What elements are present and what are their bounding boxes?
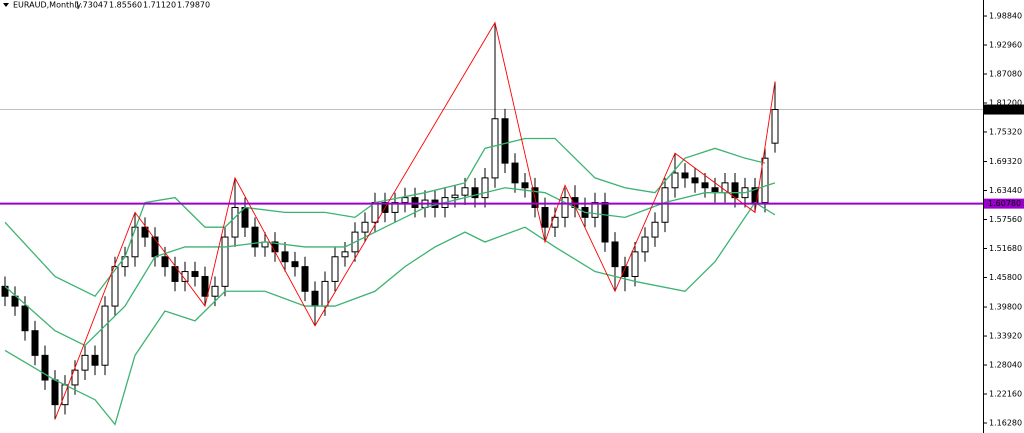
- bollinger-band: [4, 137, 766, 298]
- candle-body: [501, 118, 509, 164]
- bid-label: 1.79870: [988, 105, 1021, 114]
- candle-body: [111, 266, 119, 307]
- candle-body: [691, 177, 699, 184]
- y-tick-label: 1.45800: [989, 273, 1022, 282]
- candle-body: [141, 226, 149, 238]
- candle-body: [461, 187, 469, 196]
- candle-body: [481, 177, 489, 199]
- candle-body: [161, 256, 169, 268]
- candle-body: [121, 256, 129, 268]
- candle-body: [31, 330, 39, 356]
- y-tick-label: 1.87080: [989, 69, 1022, 78]
- candle-body: [301, 266, 309, 292]
- candle-body: [181, 271, 189, 282]
- candle-body: [621, 266, 629, 277]
- y-tick-label: 1.33920: [989, 332, 1022, 341]
- candle-body: [91, 354, 99, 366]
- candle-body: [641, 236, 649, 253]
- candle-body: [321, 280, 329, 307]
- candle-body: [391, 202, 399, 213]
- candle-body: [611, 241, 619, 268]
- quote-open: 1.73047: [75, 1, 108, 10]
- candle-body: [401, 197, 409, 204]
- y-tick-label: 1.16280: [989, 418, 1022, 427]
- y-tick-label: 1.39800: [989, 303, 1022, 312]
- candle-body: [561, 197, 569, 218]
- candle-body: [51, 379, 59, 406]
- candle-body: [11, 295, 19, 307]
- candle-body: [151, 236, 159, 258]
- y-tick-label: 1.63440: [989, 186, 1022, 195]
- candle-body: [311, 290, 319, 307]
- candle-body: [541, 206, 549, 228]
- header-arrow: [3, 3, 9, 7]
- y-tick-label: 1.75320: [989, 127, 1022, 136]
- candle-body: [411, 197, 419, 208]
- candle-body: [511, 162, 519, 184]
- bid-tag: [984, 104, 1024, 115]
- level-tag: [984, 198, 1024, 209]
- candle-body: [731, 182, 739, 199]
- candle-body: [671, 172, 679, 189]
- y-tick-label: 1.22160: [989, 390, 1022, 399]
- candle-body: [761, 157, 769, 204]
- candle-body: [81, 354, 89, 371]
- candle-body: [221, 236, 229, 287]
- candle-body: [701, 182, 709, 189]
- y-tick-label: 1.57560: [989, 215, 1022, 224]
- candle-body: [231, 206, 239, 238]
- candle-body: [191, 271, 199, 277]
- candle-body: [471, 187, 479, 199]
- y-tick-label: 1.81200: [989, 98, 1022, 107]
- y-tick-label: 1.92960: [989, 41, 1022, 50]
- candle-body: [711, 187, 719, 194]
- quote-high: 1.85560: [109, 1, 142, 10]
- quote-low: 1.71120: [143, 1, 176, 10]
- candle-body: [661, 187, 669, 223]
- candle-body: [251, 226, 259, 248]
- candle-body: [631, 251, 639, 277]
- quote-close: 1.79870: [177, 1, 210, 10]
- candle-body: [281, 251, 289, 263]
- candle-body: [41, 354, 49, 381]
- candle-body: [291, 261, 299, 268]
- candle-body: [211, 285, 219, 297]
- candle-body: [451, 194, 459, 199]
- candle-body: [331, 256, 339, 282]
- zigzag-line: [54, 21, 776, 420]
- candle-body: [21, 305, 29, 332]
- y-tick-label: 1.69320: [989, 157, 1022, 166]
- candle-body: [201, 275, 209, 297]
- candle-body: [721, 182, 729, 194]
- y-tick-label: 1.98840: [989, 12, 1022, 21]
- chart-title: EURAUD,Monthly: [13, 1, 81, 10]
- candle-body: [491, 118, 499, 179]
- candle-body: [131, 226, 139, 258]
- bollinger-band: [4, 201, 776, 426]
- y-tick-label: 1.51680: [989, 244, 1022, 253]
- candle-body: [681, 172, 689, 179]
- candle-body: [71, 369, 79, 386]
- candle-body: [341, 251, 349, 258]
- candle-body: [371, 202, 379, 223]
- candle-body: [521, 182, 529, 189]
- candle-body: [651, 221, 659, 238]
- level-label: 1.60780: [988, 199, 1021, 208]
- candle-body: [361, 221, 369, 233]
- candle-body: [771, 109, 779, 144]
- candle-body: [591, 202, 599, 218]
- candle-body: [101, 305, 109, 366]
- y-tick-label: 1.28040: [989, 361, 1022, 370]
- candle-body: [601, 202, 609, 243]
